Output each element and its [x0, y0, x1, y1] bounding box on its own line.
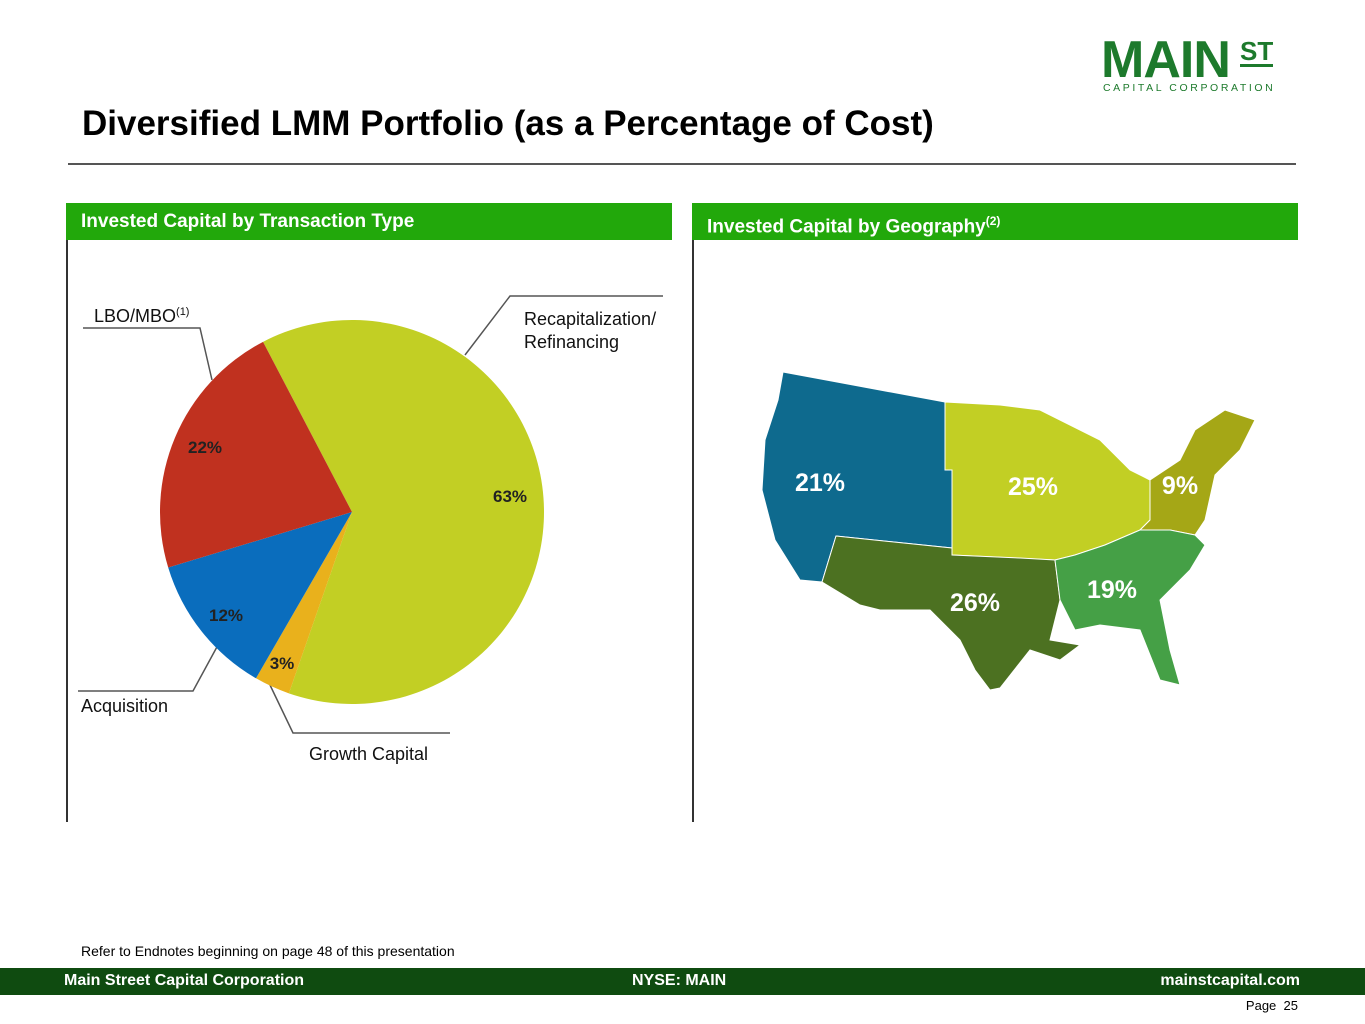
category-label: LBO/MBO [94, 306, 177, 326]
leader-line [83, 327, 213, 381]
data-label: 19% [1086, 576, 1138, 604]
pie-slice [263, 320, 544, 704]
data-label: 9% [1161, 472, 1199, 500]
data-label: 12% [208, 606, 244, 625]
page-label: Page [1245, 998, 1277, 1013]
panel-note: (2) [985, 214, 1001, 228]
category-note: (1) [176, 306, 190, 318]
data-label: 25% [1007, 473, 1059, 501]
data-label: 26% [949, 589, 1001, 617]
leader-line [269, 684, 450, 734]
footer: Main Street Capital Corporation NYSE: MA… [0, 968, 1365, 995]
category-label: Recapitalization/ Refinancing [524, 309, 657, 352]
leader-line [464, 295, 663, 356]
logo-sub: CAPITAL CORPORATION [1103, 82, 1276, 94]
data-label: 63% [492, 487, 528, 506]
panel-border [692, 240, 694, 822]
panel-title: Invested Capital by Geography [707, 216, 986, 238]
pie-slice [160, 341, 352, 568]
footer-left: Main Street Capital Corporation [64, 972, 305, 989]
category-label-wrap: LBO/MBO(1) [94, 306, 189, 327]
footer-center: NYSE: MAIN [632, 972, 727, 989]
category-label: Growth Capital [309, 744, 429, 764]
panel-header: Invested Capital by Transaction Type [66, 203, 672, 240]
panel-title: Invested Capital by Transaction Type [81, 211, 415, 232]
page-num: 25 [1283, 998, 1298, 1013]
leader-line [78, 644, 219, 692]
slide-title: Diversified LMM Portfolio (as a Percenta… [82, 104, 934, 143]
category-label: Acquisition [81, 696, 169, 716]
map-region [821, 535, 1082, 691]
pie-slice [256, 512, 352, 694]
panel-header: Invested Capital by Geography(2) [692, 203, 1298, 240]
map-region [1054, 529, 1206, 686]
page-number: Page 25 [1246, 998, 1298, 1013]
footer-right: mainstcapital.com [1160, 972, 1300, 989]
leader-lines [78, 295, 663, 734]
logo-main: MAIN [1101, 31, 1231, 89]
logo-st: ST [1240, 36, 1274, 67]
data-label: 21% [794, 469, 846, 497]
title-rule [68, 163, 1296, 165]
footnote: Refer to Endnotes beginning on page 48 o… [81, 943, 455, 959]
data-label: 22% [187, 438, 223, 457]
panel-border [66, 240, 68, 822]
data-label: 3% [269, 654, 295, 673]
pie-slice [168, 512, 352, 679]
